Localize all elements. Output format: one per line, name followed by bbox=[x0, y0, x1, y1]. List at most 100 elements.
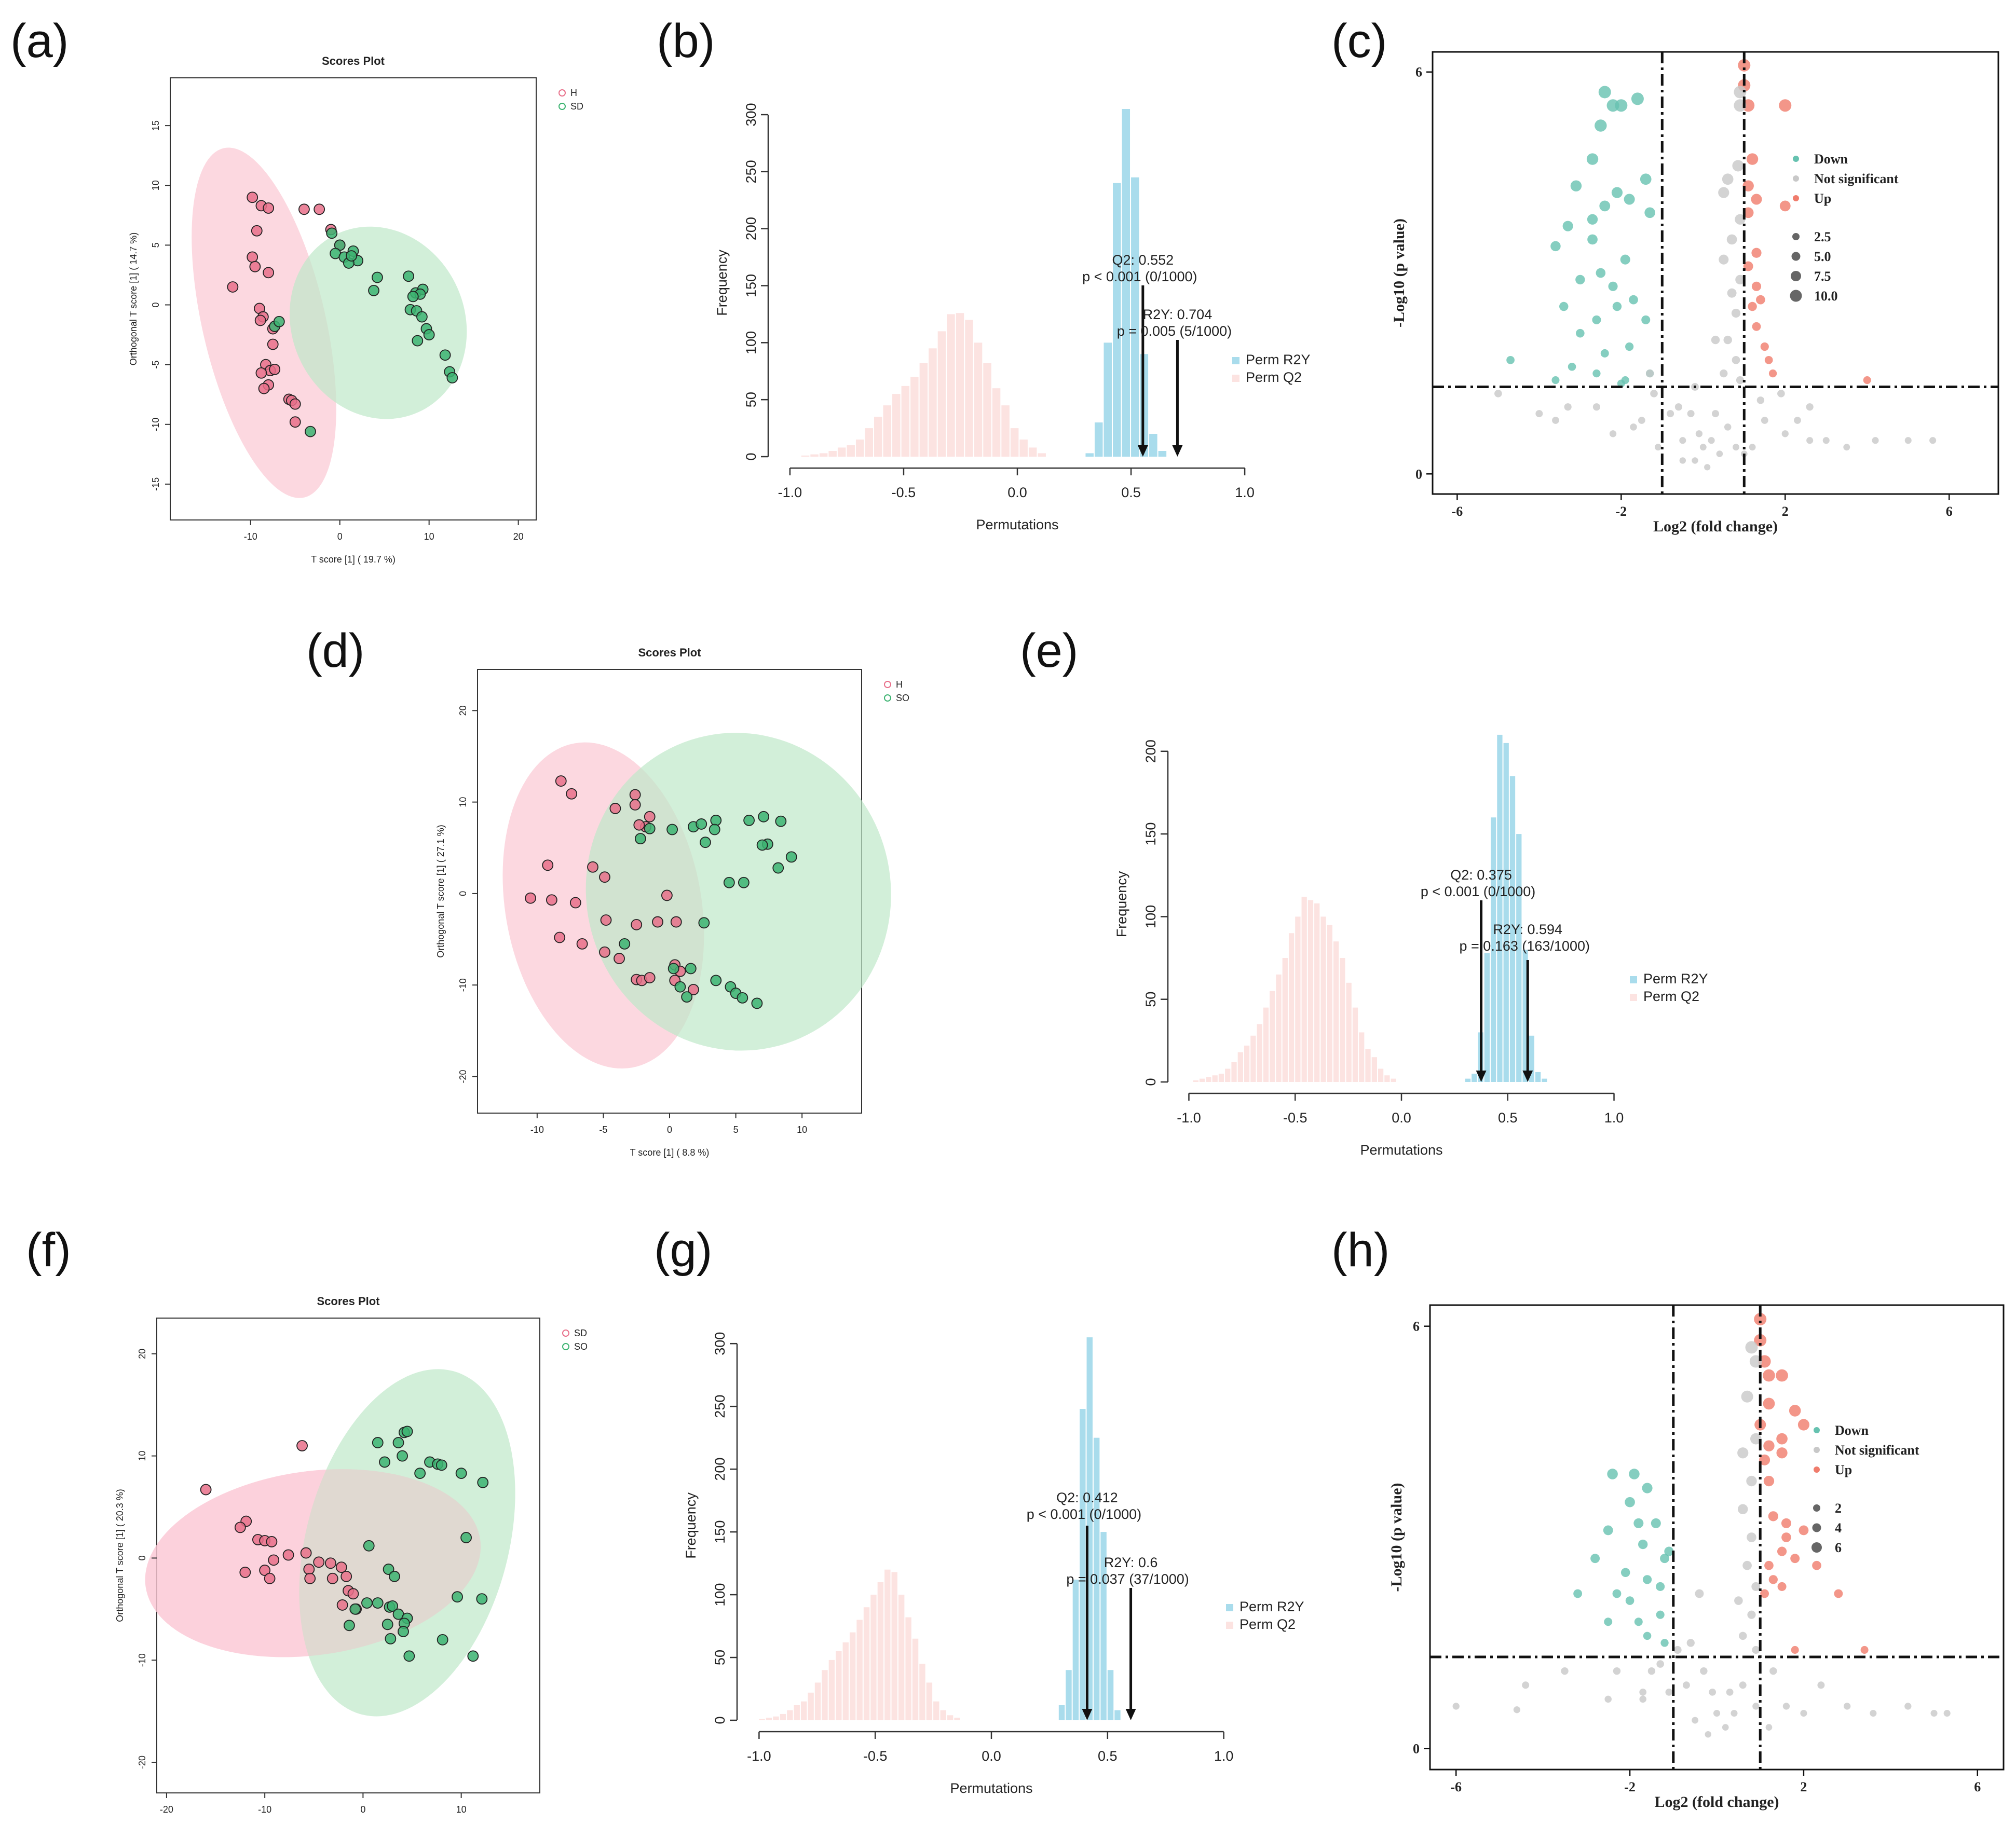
histogram-bar bbox=[1072, 1580, 1079, 1720]
data-point bbox=[326, 1572, 338, 1584]
legend-size-label: 4 bbox=[1835, 1520, 1842, 1536]
data-point bbox=[435, 1459, 447, 1471]
y-axis-label: -Log10 (p value) bbox=[1388, 1483, 1405, 1592]
annotation-pvalue: p = 0.005 (5/1000) bbox=[1117, 323, 1232, 339]
histogram-bar bbox=[926, 1682, 933, 1720]
x-tick-label: 6 bbox=[1946, 504, 1953, 519]
legend-label: Perm Q2 bbox=[1643, 989, 1699, 1004]
annotation-label: Q2: 0.375 bbox=[1450, 867, 1512, 883]
data-point bbox=[296, 1440, 308, 1451]
data-point bbox=[1777, 1546, 1787, 1556]
x-tick-label: -0.5 bbox=[892, 485, 916, 500]
data-point bbox=[1664, 1546, 1674, 1556]
x-tick-label: -1.0 bbox=[1177, 1110, 1201, 1126]
data-point bbox=[629, 799, 641, 811]
data-point bbox=[1723, 335, 1732, 345]
data-point bbox=[1733, 444, 1739, 451]
data-point bbox=[698, 917, 710, 929]
y-tick-label: 200 bbox=[743, 217, 759, 240]
data-point bbox=[1642, 1575, 1652, 1584]
y-tick-label: 150 bbox=[712, 1520, 728, 1544]
legend-size-label: 2 bbox=[1835, 1501, 1842, 1516]
data-point bbox=[599, 946, 610, 958]
data-point bbox=[1764, 1560, 1774, 1570]
data-point bbox=[349, 1603, 361, 1615]
histogram-bar bbox=[1484, 953, 1490, 1082]
data-point bbox=[555, 775, 567, 787]
data-point bbox=[1609, 430, 1617, 437]
data-point bbox=[467, 1650, 479, 1662]
histogram-bar bbox=[901, 386, 910, 457]
data-point bbox=[305, 426, 316, 437]
data-point bbox=[325, 1557, 336, 1569]
y-tick-label: 20 bbox=[137, 1349, 147, 1359]
data-point bbox=[600, 914, 612, 926]
data-point bbox=[412, 335, 424, 347]
histogram-bar bbox=[898, 1595, 905, 1720]
y-axis-label: -Log10 (p value) bbox=[1391, 218, 1408, 327]
arrow-head bbox=[1137, 445, 1148, 457]
histogram-bar bbox=[1085, 453, 1094, 457]
histogram-bar bbox=[1282, 958, 1288, 1082]
data-point bbox=[1656, 1610, 1665, 1619]
y-tick-label: -15 bbox=[151, 477, 161, 491]
data-point bbox=[1776, 1447, 1788, 1459]
data-point bbox=[644, 811, 656, 823]
histogram-bar bbox=[1333, 941, 1339, 1082]
data-point bbox=[587, 861, 598, 873]
data-point bbox=[264, 1572, 276, 1584]
histogram-bar bbox=[870, 1595, 877, 1720]
data-point bbox=[259, 1565, 271, 1576]
data-point bbox=[737, 992, 748, 1004]
legend-label: Not significant bbox=[1814, 171, 1899, 186]
data-point bbox=[1608, 281, 1618, 291]
histogram-bar bbox=[865, 428, 873, 457]
y-tick-label: -20 bbox=[458, 1070, 468, 1083]
data-point bbox=[1603, 1525, 1613, 1536]
data-point bbox=[1660, 1639, 1669, 1647]
data-point bbox=[385, 1633, 397, 1644]
data-point bbox=[1552, 417, 1559, 424]
data-point bbox=[387, 1600, 399, 1612]
histogram-bar bbox=[1491, 817, 1496, 1082]
data-point bbox=[1768, 369, 1777, 378]
data-point bbox=[1699, 444, 1707, 451]
data-point bbox=[414, 1468, 426, 1479]
data-point bbox=[1741, 1390, 1753, 1403]
histogram-bar bbox=[1093, 1437, 1100, 1720]
data-point bbox=[644, 823, 656, 834]
data-point bbox=[1781, 1532, 1791, 1542]
data-point bbox=[1737, 1504, 1748, 1514]
y-tick-label: 150 bbox=[1143, 823, 1159, 846]
data-point bbox=[1559, 301, 1569, 311]
histogram-bar bbox=[1193, 1080, 1198, 1082]
x-tick-label: 1.0 bbox=[1604, 1110, 1624, 1126]
histogram-bar bbox=[956, 313, 964, 457]
x-tick-label: -6 bbox=[1450, 1779, 1462, 1794]
data-point bbox=[1641, 315, 1651, 324]
data-point bbox=[1573, 1589, 1583, 1598]
data-point bbox=[1713, 1709, 1721, 1717]
data-point bbox=[304, 1572, 316, 1584]
x-axis-label: Log2 (fold change) bbox=[1653, 518, 1778, 535]
histogram-bar bbox=[1384, 1075, 1390, 1082]
data-point bbox=[1550, 241, 1561, 252]
confidence-ellipse bbox=[290, 226, 467, 419]
data-point bbox=[1592, 403, 1601, 411]
data-point bbox=[1607, 1469, 1618, 1479]
data-point bbox=[372, 271, 383, 283]
data-point bbox=[1708, 437, 1715, 444]
histogram-bar bbox=[1346, 982, 1352, 1082]
legend-swatch bbox=[1226, 1622, 1233, 1629]
data-point bbox=[251, 225, 263, 237]
histogram-bar bbox=[1465, 1078, 1471, 1082]
data-point bbox=[751, 997, 763, 1009]
data-point bbox=[1751, 248, 1762, 258]
y-tick-label: 50 bbox=[743, 392, 759, 407]
legend-label: Down bbox=[1814, 152, 1848, 167]
histogram-bar bbox=[1497, 734, 1503, 1082]
y-tick-label: 0 bbox=[1413, 1741, 1420, 1756]
histogram-bar bbox=[1066, 1670, 1072, 1720]
data-point bbox=[1722, 173, 1734, 185]
